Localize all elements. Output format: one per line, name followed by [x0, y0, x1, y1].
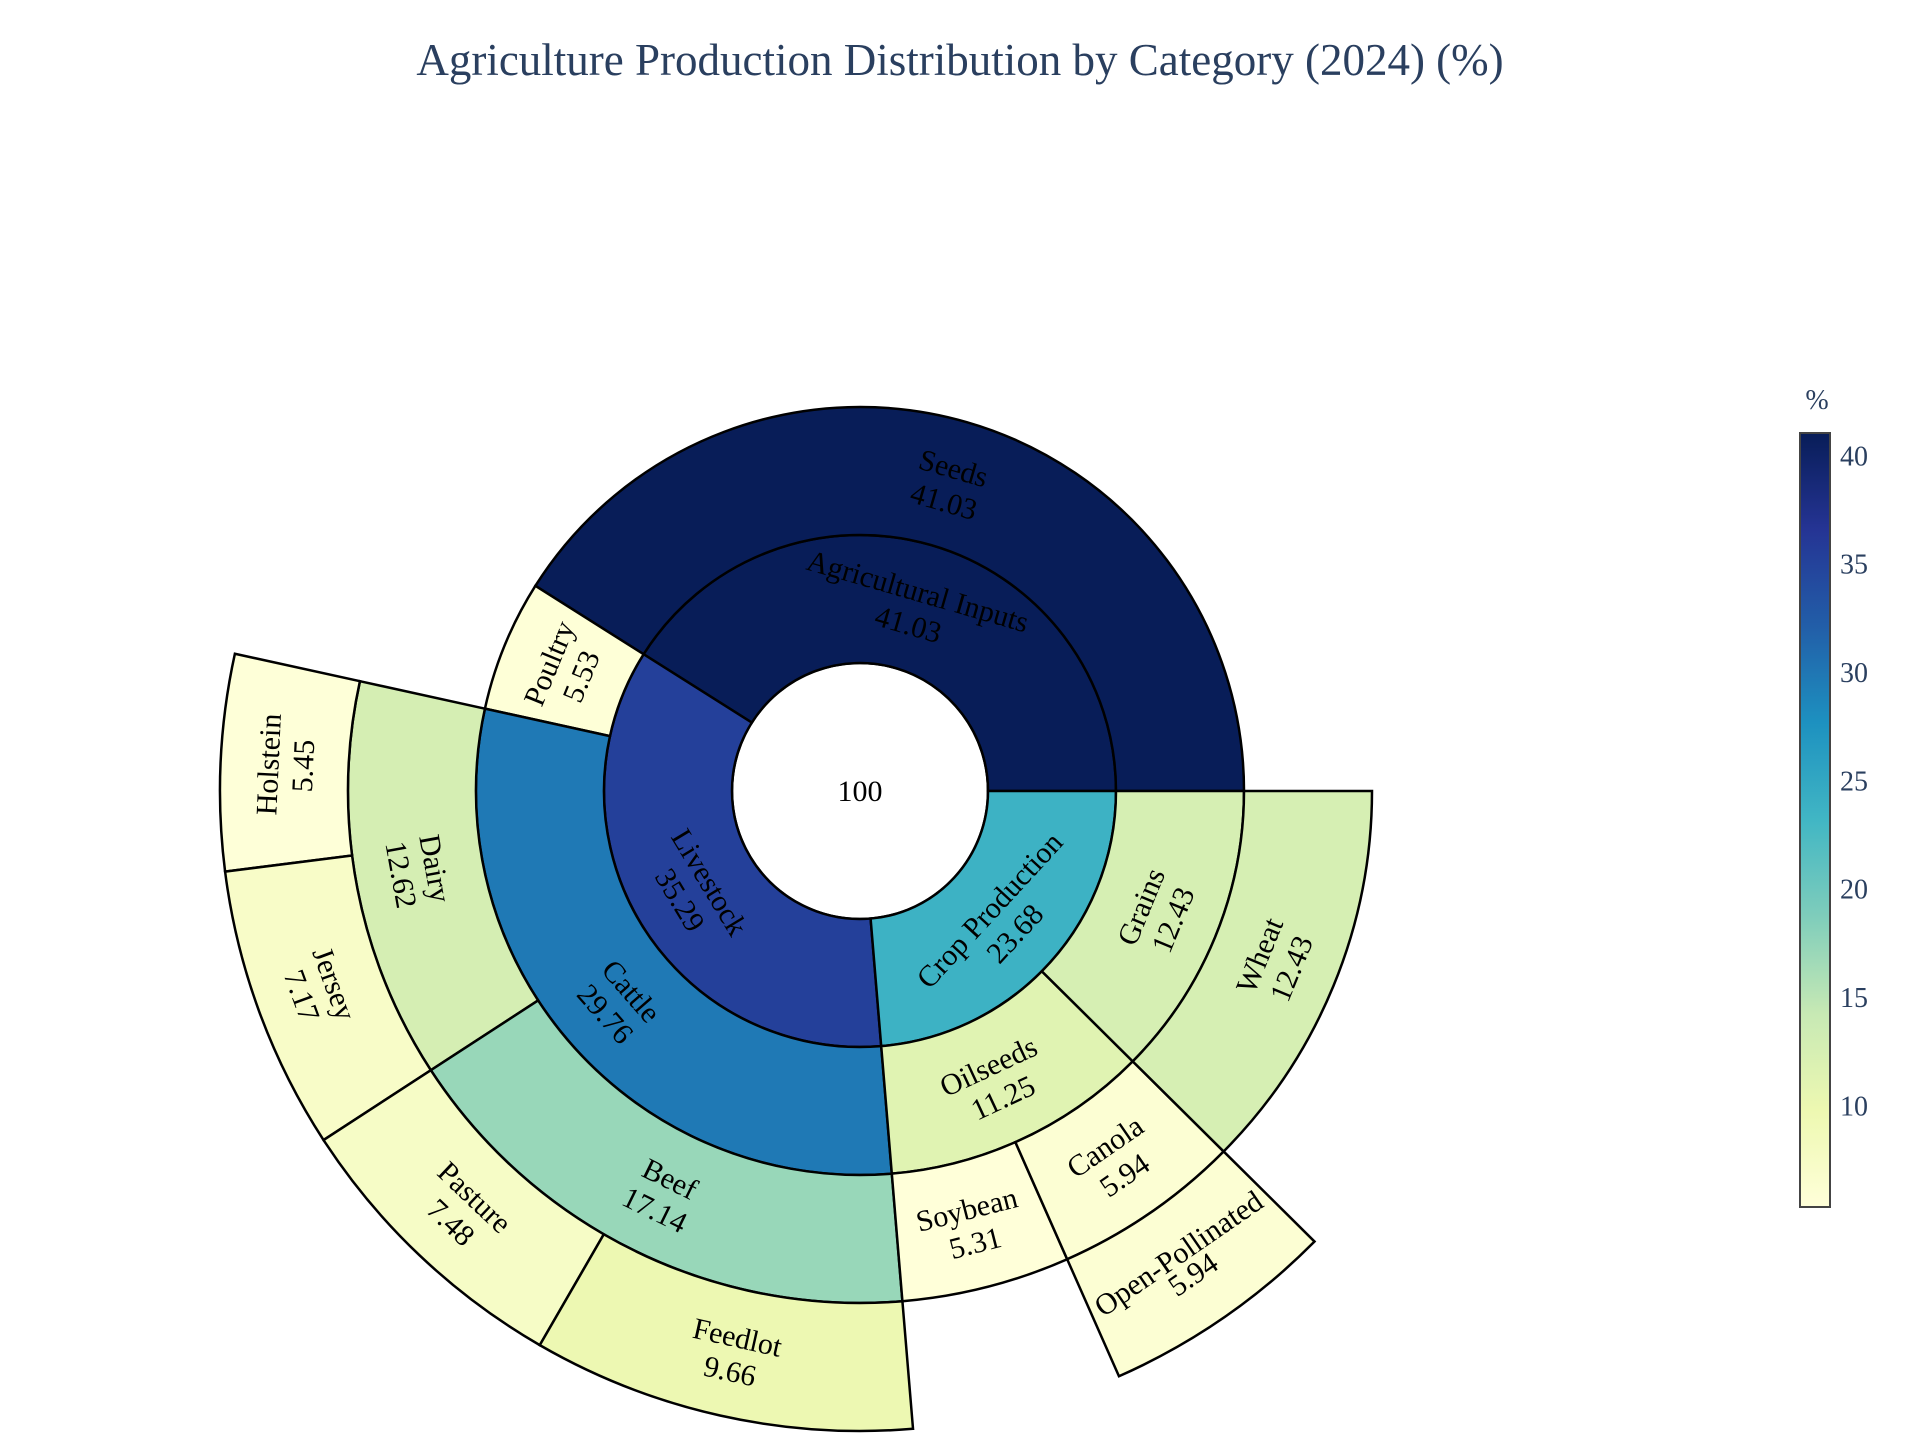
- colorbar: % 10 15 20 25 30 35 40: [1799, 385, 1868, 1208]
- sector-value: 5.45: [286, 739, 321, 793]
- colorbar-tick-label: 25: [1840, 766, 1868, 797]
- colorbar-tick-label: 20: [1840, 875, 1868, 906]
- colorbar-tick-label: 30: [1840, 658, 1868, 689]
- sunburst-sectors: [218, 405, 1374, 1433]
- colorbar-title: %: [1805, 385, 1828, 416]
- sector-seeds[interactable]: [533, 405, 1246, 793]
- sector-name: Holstein: [250, 713, 288, 816]
- sector-wheat[interactable]: [1130, 789, 1374, 1154]
- chart-title: Agriculture Production Distribution by C…: [416, 35, 1503, 85]
- colorbar-tick-label: 40: [1840, 441, 1868, 472]
- colorbar-tick-label: 10: [1840, 1091, 1868, 1122]
- sector-openpoll[interactable]: [1065, 1149, 1317, 1378]
- colorbar-gradient: [1799, 432, 1831, 1208]
- sector-feedlot[interactable]: [538, 1232, 915, 1433]
- colorbar-tick-label: 15: [1840, 983, 1868, 1014]
- colorbar-tick-label: 35: [1840, 550, 1868, 581]
- sunburst-root-value: 100: [838, 775, 883, 808]
